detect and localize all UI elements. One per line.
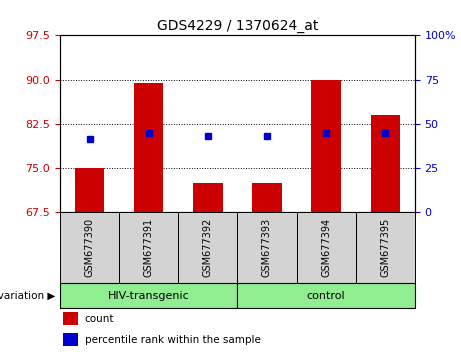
Text: HIV-transgenic: HIV-transgenic [108,291,189,301]
Text: GSM677394: GSM677394 [321,218,331,278]
Text: count: count [85,314,114,324]
Text: percentile rank within the sample: percentile rank within the sample [85,335,260,345]
Text: GSM677391: GSM677391 [144,218,154,278]
Bar [237,212,296,283]
Text: control: control [307,291,345,301]
Text: GSM677390: GSM677390 [84,218,95,278]
Bar [178,212,237,283]
Bar [64,312,77,325]
Bar [252,183,282,212]
Bar [60,212,119,283]
Bar [119,212,178,283]
Bar [134,82,164,212]
Bar [237,283,415,308]
Bar [371,115,400,212]
Bar [60,283,237,308]
Text: genotype/variation ▶: genotype/variation ▶ [0,291,55,301]
Bar [311,80,341,212]
Bar [75,168,104,212]
Text: GSM677393: GSM677393 [262,218,272,278]
Bar [193,183,223,212]
Bar [356,212,415,283]
Text: GSM677392: GSM677392 [203,218,213,278]
Text: GSM677395: GSM677395 [380,218,390,278]
Bar [296,212,356,283]
Bar [64,333,77,346]
Title: GDS4229 / 1370624_at: GDS4229 / 1370624_at [157,19,318,33]
